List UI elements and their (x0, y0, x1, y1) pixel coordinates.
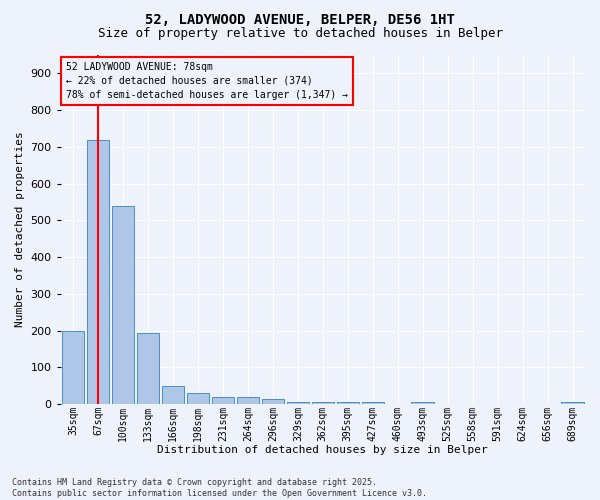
Bar (112, 206, 134, 404)
Bar (561, 402, 584, 404)
Text: 52 LADYWOOD AVENUE: 78sqm
← 22% of detached houses are smaller (374)
78% of semi: 52 LADYWOOD AVENUE: 78sqm ← 22% of detac… (66, 62, 348, 100)
Bar (287, 402, 309, 404)
Bar (187, 393, 209, 404)
Text: 52, LADYWOOD AVENUE, BELPER, DE56 1HT: 52, LADYWOOD AVENUE, BELPER, DE56 1HT (145, 12, 455, 26)
Bar (311, 402, 334, 404)
Bar (162, 386, 184, 404)
Bar (362, 402, 384, 404)
Bar (137, 332, 160, 404)
Text: Size of property relative to detached houses in Belper: Size of property relative to detached ho… (97, 28, 503, 40)
Y-axis label: Number of detached properties: Number of detached properties (15, 132, 25, 328)
Bar (62, 330, 85, 404)
Text: Contains HM Land Registry data © Crown copyright and database right 2025.
Contai: Contains HM Land Registry data © Crown c… (12, 478, 427, 498)
Bar (412, 402, 434, 404)
Bar (237, 397, 259, 404)
Bar (262, 398, 284, 404)
Bar (212, 397, 234, 404)
Bar (87, 140, 109, 404)
Bar (337, 402, 359, 404)
X-axis label: Distribution of detached houses by size in Belper: Distribution of detached houses by size … (157, 445, 488, 455)
